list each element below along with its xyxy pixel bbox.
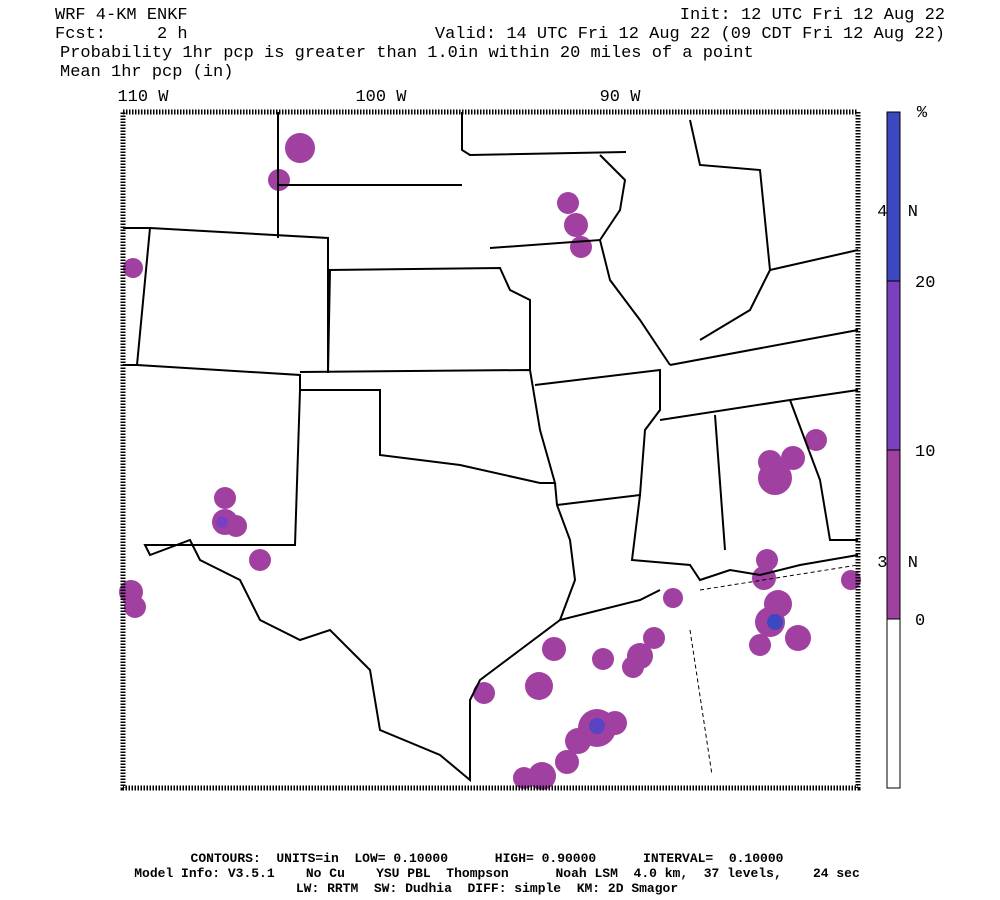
- map-frame: [120, 109, 861, 791]
- colorbar: 0 10 20: [886, 111, 935, 789]
- valid-time: Valid: 14 UTC Fri 12 Aug 22 (09 CDT Fri …: [435, 25, 945, 44]
- colorbar-segment: [886, 449, 901, 620]
- footer-model-info: Model Info: V3.5.1 No Cu YSU PBL Thompso…: [134, 866, 860, 881]
- map: [119, 109, 861, 791]
- field-title: Probability 1hr pcp is greater than 1.0i…: [60, 44, 754, 63]
- forecast-hour: Fcst: 2 h: [55, 25, 188, 44]
- colorbar-unit: %: [917, 104, 928, 123]
- contour-title: Mean 1hr pcp (in): [60, 63, 233, 82]
- colorbar-label: 10: [915, 443, 935, 462]
- lon-label: 90 W: [600, 88, 642, 107]
- lon-label: 110 W: [117, 88, 169, 107]
- colorbar-segment: [886, 111, 901, 282]
- model-title: WRF 4-KM ENKF: [55, 6, 188, 25]
- colorbar-label: 20: [915, 274, 935, 293]
- colorbar-segment: [886, 618, 901, 789]
- footer-contours: CONTOURS: UNITS=in LOW= 0.10000 HIGH= 0.…: [191, 851, 784, 866]
- footer-physics: LW: RRTM SW: Dudhia DIFF: simple KM: 2D …: [296, 881, 678, 896]
- state-borders: [123, 112, 859, 783]
- init-time: Init: 12 UTC Fri 12 Aug 22: [680, 6, 945, 25]
- colorbar-segment: [886, 280, 901, 451]
- colorbar-label: 0: [915, 612, 925, 631]
- lon-label: 100 W: [355, 88, 407, 107]
